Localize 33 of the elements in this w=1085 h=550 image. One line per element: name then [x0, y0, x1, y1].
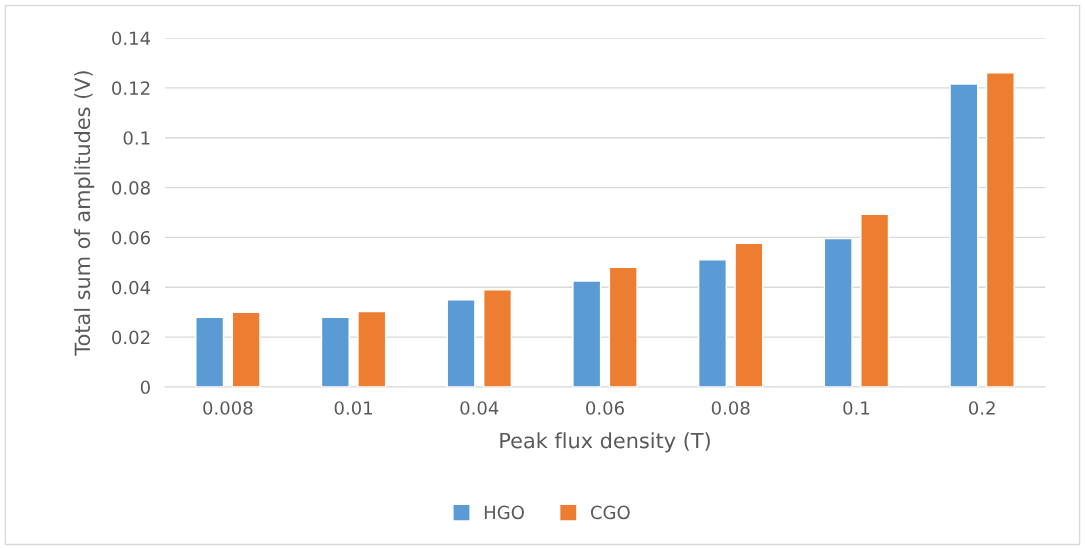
y-tick-label: 0.04 [112, 280, 151, 295]
bar [608, 266, 638, 387]
y-tick-label: 0.1 [123, 131, 150, 145]
y-axis-title: Total sum of amplitudes (V) [74, 71, 95, 356]
bar [697, 259, 728, 387]
bar [231, 311, 261, 387]
y-tick-label: 0.12 [112, 81, 150, 95]
legend-label: HGO [484, 505, 524, 520]
bar [985, 72, 1015, 387]
bar [357, 310, 387, 387]
bar [734, 242, 764, 387]
y-tick-label: 0.14 [112, 31, 151, 46]
x-tick-label: 0.04 [460, 401, 499, 415]
x-axis-title: Peak flux density (T) [500, 432, 710, 453]
bar [446, 299, 476, 387]
y-tick-label: 0.02 [112, 330, 150, 345]
x-tick-label: 0.01 [334, 401, 373, 415]
bar [823, 237, 853, 387]
x-tick-label: 0.06 [586, 401, 624, 415]
bar [572, 280, 602, 387]
bar [860, 213, 890, 387]
y-tick-label: 0.08 [112, 181, 150, 195]
x-tick-label: 0.08 [711, 401, 750, 415]
legend-label: CGO [590, 505, 630, 520]
bar [320, 316, 350, 387]
x-tick-label: 0.1 [843, 401, 870, 415]
x-tick-label: 0.2 [968, 401, 995, 415]
bar [195, 316, 225, 387]
bar [482, 289, 513, 387]
x-tick-label: 0.008 [203, 401, 253, 415]
y-tick-label: 0 [140, 380, 150, 395]
y-tick-label: 0.06 [112, 230, 150, 245]
bar [949, 83, 979, 387]
